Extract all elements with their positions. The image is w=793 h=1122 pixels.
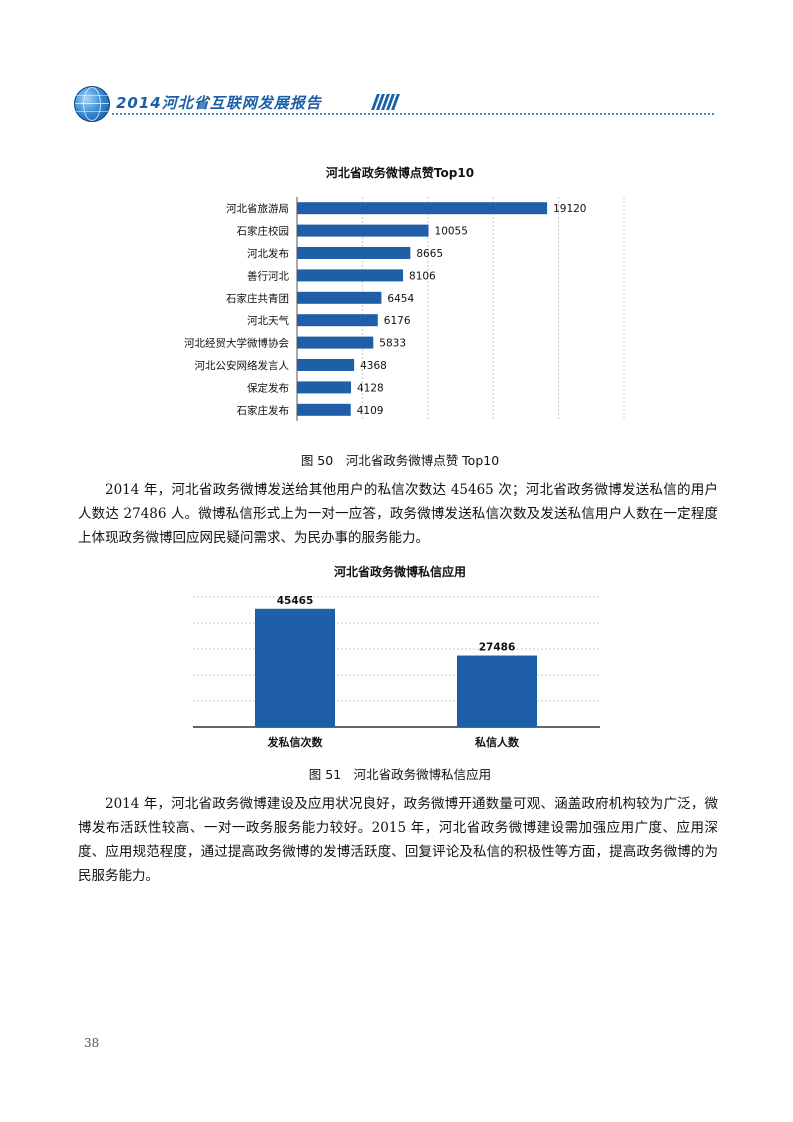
category-label: 河北经贸大学微博协会	[184, 337, 289, 350]
bar	[297, 403, 351, 416]
category-label: 善行河北	[247, 269, 289, 282]
page-number: 38	[84, 1036, 100, 1050]
data-label: 4368	[360, 360, 387, 372]
data-label: 8106	[409, 270, 436, 282]
bar	[297, 359, 355, 371]
bar	[457, 655, 537, 727]
bar	[297, 291, 382, 304]
category-label: 发私信次数	[267, 735, 324, 749]
paragraph-2: 2014 年，河北省政务微博建设及应用状况良好，政务微博开通数量可观、涵盖政府机…	[78, 792, 718, 888]
bar	[297, 381, 351, 394]
data-label: 6454	[387, 293, 414, 305]
data-label: 45465	[277, 595, 314, 607]
bar	[297, 224, 429, 237]
data-label: 8665	[416, 248, 443, 260]
paragraph-1-text: 2014 年，河北省政务微博发送给其他用户的私信次数达 45465 次；河北省政…	[78, 482, 718, 546]
category-label: 河北省旅游局	[226, 202, 289, 215]
category-label: 石家庄发布	[237, 404, 290, 417]
page-header: 2014河北省互联网发展报告	[72, 84, 722, 124]
data-label: 5833	[379, 338, 406, 350]
header-divider	[112, 113, 714, 115]
data-label: 10055	[435, 226, 468, 238]
data-label: 19120	[553, 203, 586, 215]
category-label: 河北天气	[247, 314, 289, 327]
globe-logo-icon	[74, 86, 110, 122]
data-label: 6176	[384, 315, 411, 327]
data-label: 27486	[479, 642, 516, 654]
figure50-caption: 图 50 河北省政务微博点赞 Top10	[300, 453, 500, 468]
figure51-caption: 图 51 河北省政务微博私信应用	[308, 767, 492, 782]
figure50-chart-title: 河北省政务微博点赞Top10	[325, 166, 475, 180]
figure50-bar-chart: 河北省旅游局 19120 石家庄校园 10055 河北发布 8665 善行河北 8106 石家庄…	[184, 197, 625, 421]
category-label: 石家庄共青团	[226, 292, 289, 305]
category-label: 河北发布	[247, 247, 289, 260]
data-label: 4128	[357, 382, 384, 394]
bar	[255, 608, 335, 727]
paragraph-2-text: 2014 年，河北省政务微博建设及应用状况良好，政务微博开通数量可观、涵盖政府机…	[78, 796, 718, 884]
figure51-chart-title: 河北省政务微博私信应用	[333, 565, 466, 579]
category-label: 保定发布	[247, 381, 289, 394]
bar	[297, 336, 374, 349]
report-title: 2014河北省互联网发展报告	[116, 94, 322, 112]
paragraph-1: 2014 年，河北省政务微博发送给其他用户的私信次数达 45465 次；河北省政…	[78, 478, 718, 550]
category-label: 河北公安网络发言人	[195, 359, 290, 372]
figure51-bar-chart: 45465 发私信次数 27486 私信人数	[193, 595, 600, 749]
category-label: 私信人数	[475, 735, 520, 749]
data-label: 4109	[357, 405, 384, 417]
bar	[297, 269, 404, 282]
bar	[297, 202, 548, 215]
bar	[297, 314, 378, 327]
bar	[297, 247, 411, 259]
category-label: 石家庄校园	[237, 225, 290, 238]
